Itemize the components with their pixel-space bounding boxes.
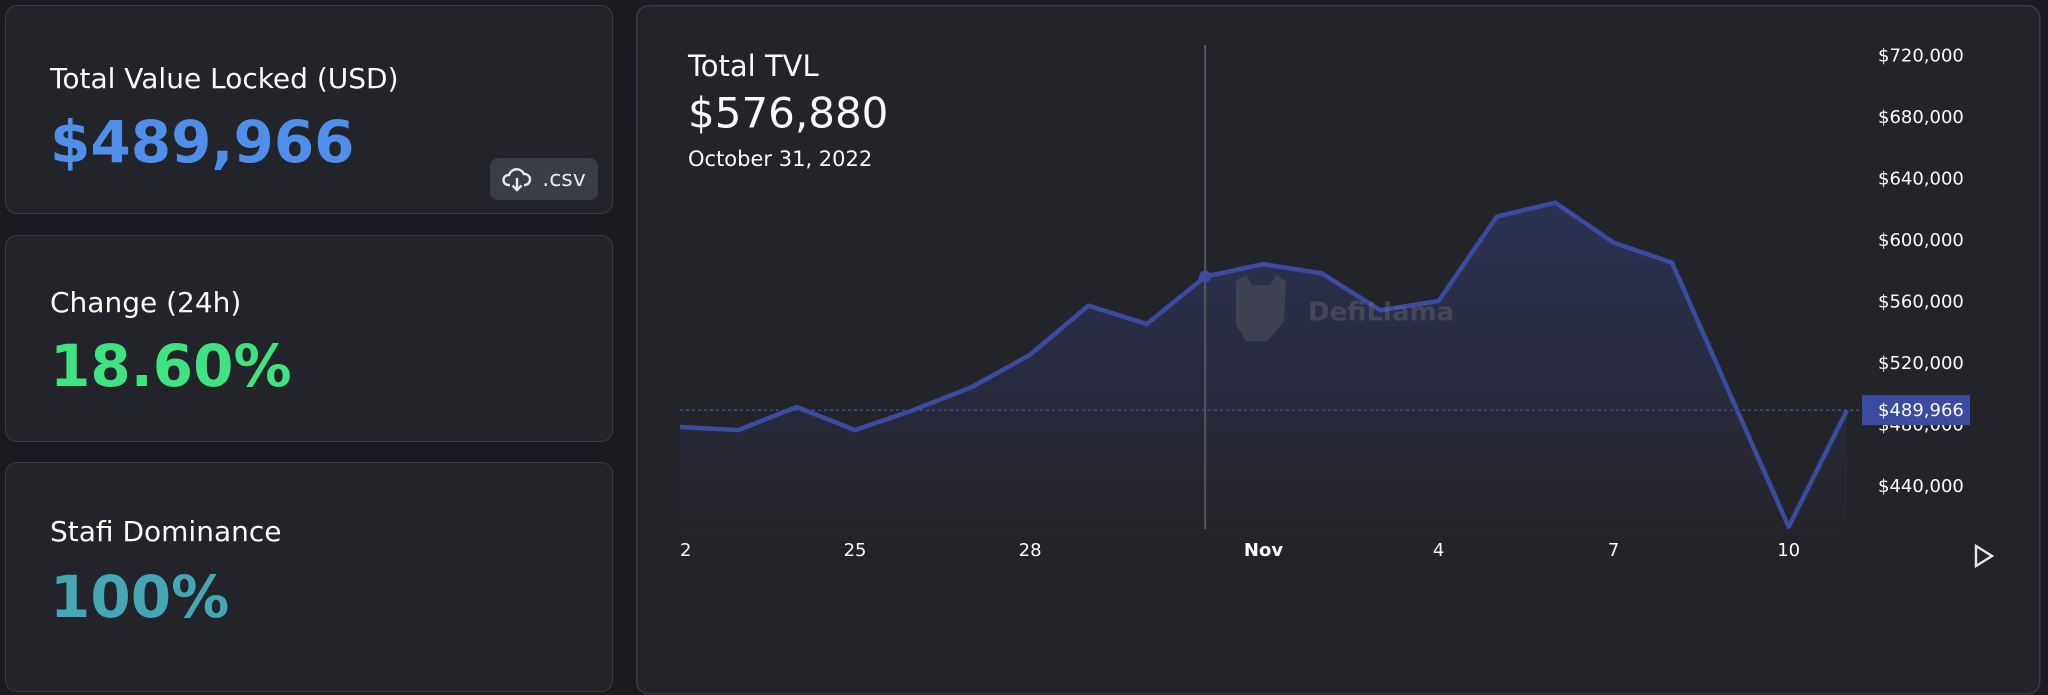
tooltip-value: $576,880: [688, 89, 888, 138]
tooltip-date: October 31, 2022: [688, 147, 872, 171]
card-value: 18.60%: [50, 332, 292, 400]
chart: 22 25 28 Nov 4 7 10 DefiLlama Total TVL $576,8…: [636, 5, 2041, 695]
y-tick-label: $640,000: [1878, 169, 1964, 190]
x-tick-label: 7: [1608, 540, 1619, 561]
line: [680, 200, 1850, 530]
card-title: Total Value Locked (USD): [50, 62, 399, 95]
tooltip-title: Total TVL: [687, 49, 819, 83]
plot-area: 22 25 28 Nov 4 7 10: [669, 45, 1850, 561]
area: [680, 202, 1847, 533]
page: Total Value Locked (USD) $489,966 .csv C…: [5, 5, 2041, 695]
x-tick-label: 22: [669, 540, 692, 561]
y-tick-label: $600,000: [1878, 230, 1964, 251]
x-tick-label: 4: [1433, 540, 1444, 561]
dominance-card: Stafi Dominance 100%: [5, 462, 613, 692]
card-value: $489,966: [50, 108, 355, 176]
x-tick-label: Nov: [1244, 540, 1283, 561]
current-value-label: $489,966: [1878, 400, 1964, 421]
button-label: .csv: [542, 166, 586, 192]
card-value: 100%: [50, 563, 230, 631]
play-button[interactable]: [1974, 543, 1995, 569]
watermark: DefiLlama: [1236, 275, 1454, 341]
y-tick-label: $560,000: [1878, 292, 1964, 313]
x-tick-label: 10: [1777, 540, 1800, 561]
y-tick-label: $680,000: [1878, 107, 1964, 128]
watermark-text: DefiLlama: [1308, 298, 1454, 328]
current-value-tag: [1862, 395, 1970, 426]
csv-button[interactable]: .csv: [490, 158, 598, 200]
card-title: Stafi Dominance: [50, 515, 282, 548]
crosshair-dot: [1199, 270, 1212, 283]
tvl-card: Total Value Locked (USD) $489,966 .csv: [5, 5, 613, 214]
y-tick-label: $520,000: [1878, 353, 1964, 374]
card-title: Change (24h): [50, 286, 242, 319]
x-tick-label: 28: [1019, 540, 1042, 561]
change-card: Change (24h) 18.60%: [5, 235, 613, 442]
y-tick-label: $440,000: [1878, 476, 1964, 497]
x-tick-label: 25: [844, 540, 867, 561]
y-tick-label: $720,000: [1878, 46, 1964, 67]
download-icon: [502, 168, 532, 192]
